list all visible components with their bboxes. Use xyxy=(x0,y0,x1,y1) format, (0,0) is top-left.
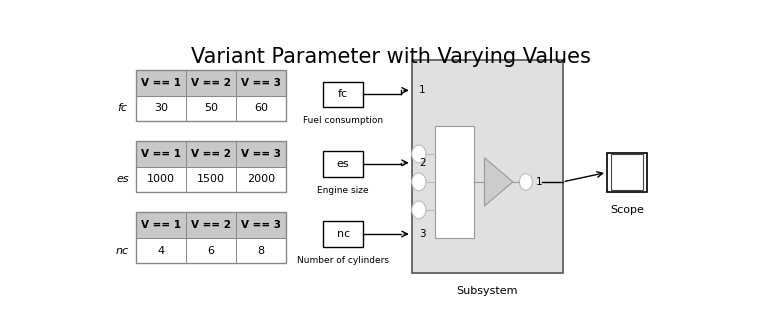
Text: Variant Parameter with Varying Values: Variant Parameter with Varying Values xyxy=(191,47,591,67)
Text: es: es xyxy=(336,159,349,169)
Text: V == 3: V == 3 xyxy=(241,78,282,88)
Bar xyxy=(236,167,286,192)
Bar xyxy=(611,154,643,190)
Text: Subsystem: Subsystem xyxy=(456,286,518,296)
Text: 50: 50 xyxy=(204,103,218,113)
Bar xyxy=(186,213,236,238)
Text: V == 3: V == 3 xyxy=(241,220,282,230)
Text: 8: 8 xyxy=(258,246,265,255)
Text: nc: nc xyxy=(116,246,129,255)
Polygon shape xyxy=(485,158,513,206)
Text: V == 1: V == 1 xyxy=(140,78,181,88)
Text: V == 2: V == 2 xyxy=(191,149,231,159)
Bar xyxy=(236,95,286,121)
Text: V == 1: V == 1 xyxy=(140,149,181,159)
Text: 3: 3 xyxy=(419,229,426,239)
Text: 1: 1 xyxy=(419,85,426,95)
Text: 6: 6 xyxy=(208,246,214,255)
Text: fc: fc xyxy=(118,103,127,113)
Text: 60: 60 xyxy=(254,103,269,113)
Text: 4: 4 xyxy=(157,246,164,255)
Bar xyxy=(186,167,236,192)
Bar xyxy=(186,70,236,95)
Text: 2: 2 xyxy=(419,158,426,168)
Bar xyxy=(136,213,286,263)
Text: 1: 1 xyxy=(536,177,542,187)
Text: V == 3: V == 3 xyxy=(241,149,282,159)
Bar xyxy=(236,238,286,263)
Bar xyxy=(136,70,186,95)
Text: Fuel consumption: Fuel consumption xyxy=(303,116,383,125)
Text: V == 1: V == 1 xyxy=(140,220,181,230)
Bar xyxy=(236,141,286,167)
Text: Number of cylinders: Number of cylinders xyxy=(297,255,389,265)
Text: Scope: Scope xyxy=(610,205,644,215)
Text: 1500: 1500 xyxy=(197,174,225,184)
Text: Engine size: Engine size xyxy=(317,186,369,195)
Bar xyxy=(186,141,236,167)
Bar xyxy=(236,70,286,95)
Bar xyxy=(136,238,186,263)
Bar xyxy=(323,82,363,107)
Bar xyxy=(436,126,474,238)
Bar xyxy=(186,95,236,121)
Bar xyxy=(412,60,562,273)
Bar xyxy=(136,141,186,167)
Ellipse shape xyxy=(412,201,426,219)
Bar xyxy=(136,70,286,121)
Text: 1000: 1000 xyxy=(146,174,175,184)
Text: fc: fc xyxy=(338,89,348,99)
Bar xyxy=(607,153,647,192)
Bar xyxy=(136,95,186,121)
Bar xyxy=(323,151,363,177)
Text: V == 2: V == 2 xyxy=(191,78,231,88)
Text: es: es xyxy=(116,174,129,184)
Text: 30: 30 xyxy=(153,103,168,113)
Bar xyxy=(136,213,186,238)
Ellipse shape xyxy=(412,173,426,191)
Bar xyxy=(323,221,363,247)
Bar xyxy=(236,213,286,238)
Text: V == 2: V == 2 xyxy=(191,220,231,230)
Text: 2000: 2000 xyxy=(247,174,275,184)
Bar xyxy=(136,141,286,192)
Text: nc: nc xyxy=(336,229,349,239)
Ellipse shape xyxy=(412,145,426,163)
Bar xyxy=(136,167,186,192)
Ellipse shape xyxy=(520,174,533,190)
Bar xyxy=(186,238,236,263)
